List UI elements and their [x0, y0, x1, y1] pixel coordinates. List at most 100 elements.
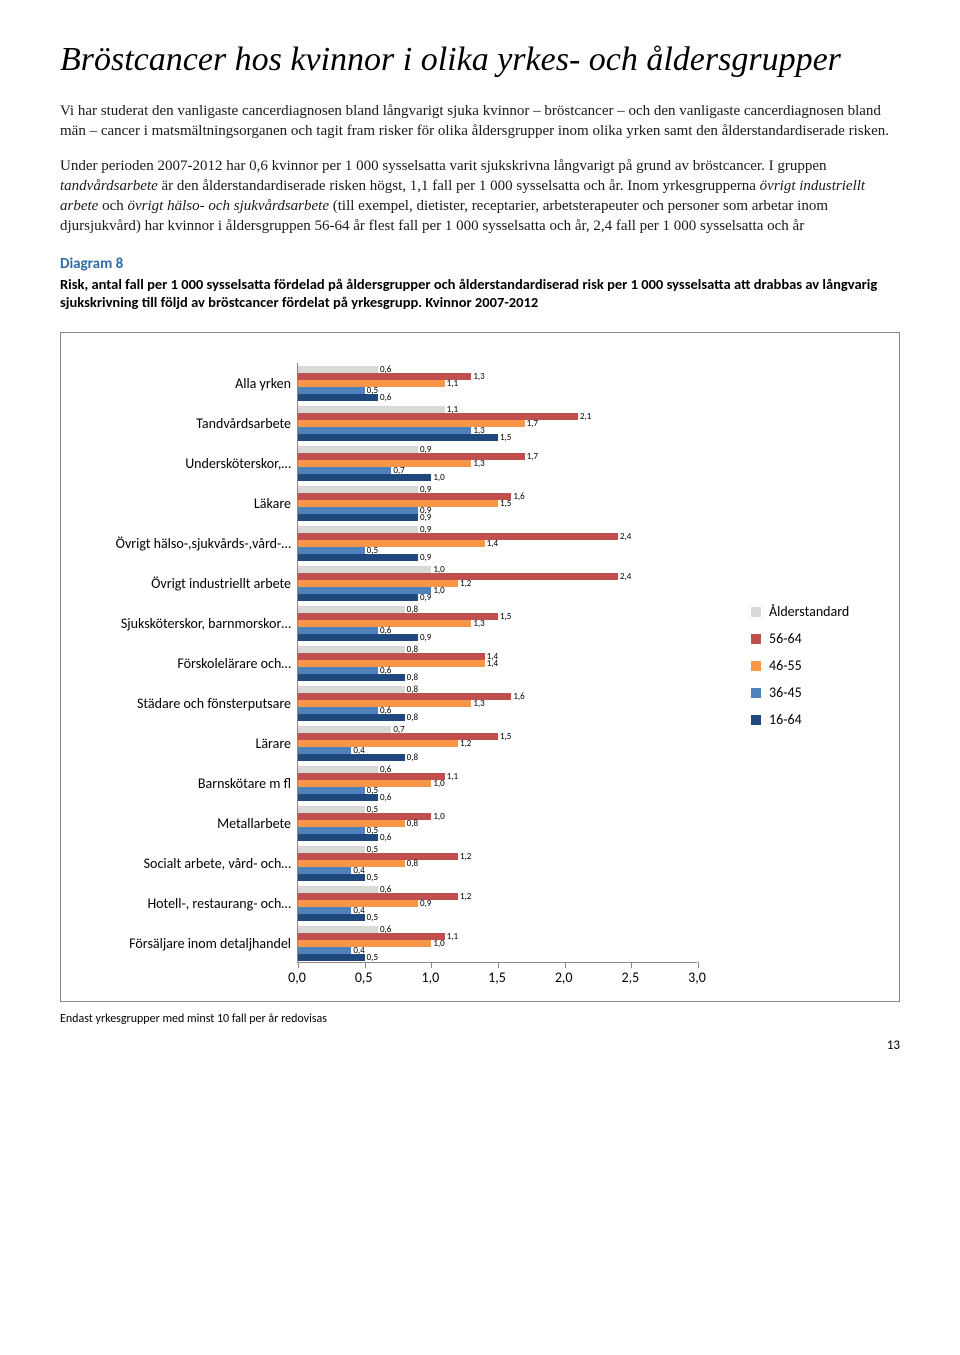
chart-bar: [298, 947, 351, 954]
chart-bar: [298, 686, 405, 693]
chart-bar: [298, 474, 431, 481]
chart-bar-value: 1,0: [433, 473, 444, 482]
chart-category-label: Metallarbete: [77, 803, 297, 843]
chart-bar-value: 1,2: [460, 739, 471, 748]
chart-bar: [298, 954, 365, 961]
chart-bar: [298, 766, 378, 773]
chart-bar: [298, 674, 405, 681]
diagram-caption: Risk, antal fall per 1 000 sysselsatta f…: [60, 275, 900, 313]
chart-category-label: Förskolelärare och…: [77, 643, 297, 683]
chart-bar: [298, 427, 471, 434]
chart-bar-value: 0,8: [407, 819, 418, 828]
chart-bar: [298, 613, 498, 620]
chart-category-label: Barnskötare m fl: [77, 763, 297, 803]
chart-bar: [298, 747, 351, 754]
chart-bar: [298, 420, 525, 427]
chart-bar-value: 1,0: [433, 939, 444, 948]
chart-bar-value: 1,4: [487, 659, 498, 668]
chart-bar-value: 1,5: [500, 499, 511, 508]
chart-bar: [298, 754, 405, 761]
chart-bar-value: 1,4: [487, 539, 498, 548]
chart-bar: [298, 794, 378, 801]
chart-category-label: Tandvårdsarbete: [77, 403, 297, 443]
chart-bar: [298, 606, 405, 613]
chart-bar-value: 0,8: [407, 753, 418, 762]
chart-bar-group: 1,02,41,21,00,9: [298, 563, 698, 603]
chart-bar: [298, 740, 458, 747]
chart-bar: [298, 587, 431, 594]
chart-bar: [298, 406, 445, 413]
chart-bar: [298, 714, 405, 721]
xaxis-tick-label: 1,5: [488, 969, 506, 986]
chart-category-label: Sjuksköterskor, barnmorskor…: [77, 603, 297, 643]
chart-bar: [298, 634, 418, 641]
page-title: Bröstcancer hos kvinnor i olika yrkes- o…: [60, 40, 900, 79]
chart-bar-value: 1,0: [433, 812, 444, 821]
chart-bar: [298, 827, 365, 834]
legend-item: 36-45: [751, 684, 883, 701]
xaxis-tick-label: 0,5: [355, 969, 373, 986]
chart-bar-value: 0,6: [380, 793, 391, 802]
chart-bar: [298, 540, 485, 547]
chart-bar-value: 2,1: [580, 412, 591, 421]
chart-ylabels: Alla yrkenTandvårdsarbeteUndersköterskor…: [77, 363, 297, 963]
chart-bar: [298, 486, 418, 493]
legend-swatch: [751, 661, 761, 671]
chart-bar-value: 0,5: [367, 873, 378, 882]
chart-bar-value: 1,6: [513, 692, 524, 701]
chart-category-label: Socialt arbete, vård- och…: [77, 843, 297, 883]
chart-bar-group: 0,92,41,40,50,9: [298, 523, 698, 563]
chart-bar-group: 0,81,51,30,60,9: [298, 603, 698, 643]
chart-legend: Ålderstandard56-6446-5536-4516-64: [733, 363, 883, 738]
legend-label: Ålderstandard: [769, 603, 849, 620]
chart-bar: [298, 773, 445, 780]
chart-bar-value: 1,2: [460, 579, 471, 588]
chart-bar-group: 0,61,11,00,50,6: [298, 763, 698, 803]
chart-bar-value: 0,9: [420, 899, 431, 908]
chart-plot-area: 0,61,31,10,50,61,12,11,71,31,50,91,71,30…: [297, 363, 697, 963]
chart-bar: [298, 446, 418, 453]
chart-bar-group: 0,91,71,30,71,0: [298, 443, 698, 483]
chart-bar-value: 0,9: [420, 593, 431, 602]
chart-bar-group: 0,51,20,80,40,5: [298, 843, 698, 883]
chart-bar-group: 0,71,51,20,40,8: [298, 723, 698, 763]
legend-item: 16-64: [751, 711, 883, 728]
chart-bar-value: 1,6: [513, 492, 524, 501]
chart-category-label: Undersköterskor,…: [77, 443, 297, 483]
legend-swatch: [751, 607, 761, 617]
chart-bar: [298, 726, 391, 733]
chart-bar: [298, 933, 445, 940]
chart-bar: [298, 874, 365, 881]
chart-bar: [298, 780, 431, 787]
chart-bar: [298, 453, 525, 460]
chart-bar: [298, 646, 405, 653]
chart-bar: [298, 373, 471, 380]
chart-bar-value: 1,2: [460, 852, 471, 861]
chart-bar: [298, 653, 485, 660]
chart-category-label: Alla yrken: [77, 363, 297, 403]
chart-category-label: Lärare: [77, 723, 297, 763]
chart-bar-value: 1,1: [447, 379, 458, 388]
chart-xaxis: 0,00,51,01,52,02,53,0: [297, 963, 697, 985]
chart-bar: [298, 893, 458, 900]
chart-bar-group: 0,61,20,90,40,5: [298, 883, 698, 923]
chart-category-label: Övrigt industriellt arbete: [77, 563, 297, 603]
chart-bar-value: 0,9: [420, 513, 431, 522]
intro-paragraph-1: Vi har studerat den vanligaste cancerdia…: [60, 101, 900, 142]
legend-label: 36-45: [769, 684, 802, 701]
chart-bar: [298, 820, 405, 827]
intro-paragraph-2: Under perioden 2007-2012 har 0,6 kvinnor…: [60, 156, 900, 237]
chart-bar-group: 0,91,61,50,90,9: [298, 483, 698, 523]
chart-bar: [298, 926, 378, 933]
chart-bar: [298, 573, 618, 580]
chart-bar: [298, 493, 511, 500]
chart-bar-value: 1,3: [473, 619, 484, 628]
chart-bar-value: 1,3: [473, 372, 484, 381]
p2-em3: övrigt hälso- och sjukvårdsarbete: [128, 198, 330, 214]
chart-bar-value: 1,0: [433, 779, 444, 788]
chart-bar: [298, 860, 405, 867]
chart-category-label: Städare och fönsterputsare: [77, 683, 297, 723]
page-number: 13: [60, 1038, 900, 1053]
chart-category-label: Hotell-, restaurang- och…: [77, 883, 297, 923]
chart-bar-group: 1,12,11,71,31,5: [298, 403, 698, 443]
